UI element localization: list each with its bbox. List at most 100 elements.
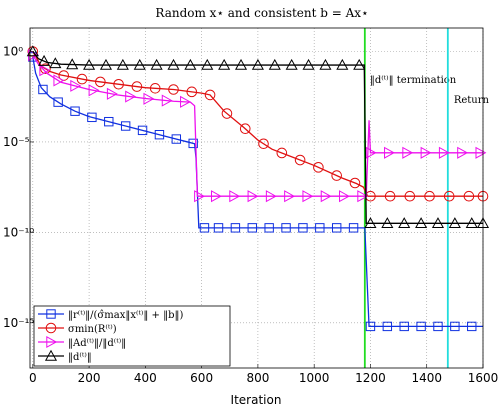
data-point: [364, 217, 377, 229]
data-point: [264, 223, 274, 233]
y-tick-label: 10⁰: [3, 45, 23, 59]
series-2: [27, 46, 489, 202]
series-line: [32, 51, 483, 197]
data-point: [281, 223, 291, 233]
data-point: [229, 190, 241, 203]
y-tick-label: 10⁻¹⁰: [3, 225, 34, 239]
data-point: [450, 321, 460, 332]
data-point: [88, 84, 100, 97]
x-tick-label: 800: [246, 371, 269, 385]
data-point: [221, 108, 233, 119]
data-point: [194, 190, 206, 203]
data-point: [448, 217, 461, 229]
data-point: [184, 58, 197, 70]
data-point: [38, 54, 51, 66]
series-line: [32, 51, 483, 224]
data-point: [353, 58, 366, 70]
data-point: [188, 138, 198, 149]
data-point: [149, 83, 161, 94]
data-point: [265, 190, 277, 203]
data-point: [106, 87, 118, 100]
legend-label: ‖r⁽ᵗ⁾‖/(σ̂max‖x⁽ᵗ⁾‖ + ‖b‖): [68, 310, 183, 321]
data-point: [431, 217, 445, 229]
data-point: [95, 76, 106, 88]
data-point: [463, 190, 475, 202]
data-point: [475, 146, 487, 159]
x-tick-label: 400: [134, 371, 157, 385]
data-point: [416, 321, 426, 332]
legend-item: ‖d⁽ᵗ⁾‖: [38, 349, 92, 363]
vertical-line-label: Return: [454, 95, 490, 106]
x-tick-label: 1200: [355, 371, 386, 385]
data-point: [201, 58, 214, 70]
data-point: [302, 58, 315, 70]
x-tick-label: 1600: [468, 371, 498, 385]
y-axis-ticks: 10⁰ 10⁻⁵ 10⁻¹⁰ 10⁻¹⁵: [3, 45, 34, 330]
legend-swatch-marker: [45, 322, 57, 334]
data-point: [154, 130, 165, 140]
data-point: [302, 190, 314, 203]
legend-swatch-marker: [44, 349, 58, 361]
x-axis-ticks: 0 200 400 600 800 1000 1200 1400 1600: [29, 364, 498, 385]
series-3: [28, 49, 487, 203]
data-point: [171, 134, 182, 144]
data-point: [125, 90, 137, 103]
data-point: [87, 112, 97, 123]
data-point: [315, 223, 325, 233]
x-tick-label: 1000: [299, 371, 330, 385]
data-point: [161, 94, 173, 107]
data-point: [104, 116, 114, 127]
data-point: [465, 217, 478, 229]
data-point: [404, 190, 416, 202]
data-point: [70, 106, 80, 116]
data-point: [438, 146, 450, 159]
y-tick-label: 10⁻¹⁵: [3, 316, 34, 330]
data-point: [143, 92, 155, 105]
data-point: [116, 58, 129, 70]
data-point: [70, 79, 82, 92]
data-point: [247, 223, 257, 233]
data-point: [331, 223, 342, 233]
data-point: [150, 58, 163, 70]
x-tick-label: 1400: [411, 371, 442, 385]
data-point: [131, 81, 143, 92]
series-1: [28, 52, 483, 332]
data-point: [402, 146, 414, 159]
data-point: [399, 321, 409, 332]
data-point: [247, 190, 259, 203]
x-tick-label: 0: [29, 371, 37, 385]
data-point: [336, 58, 349, 70]
legend-item: σmin(R⁽ᵗ⁾): [38, 322, 117, 335]
data-point: [313, 162, 324, 173]
x-tick-label: 600: [190, 371, 213, 385]
data-point: [99, 58, 113, 70]
legend-item: ‖Ad⁽ᵗ⁾‖/‖d⁽ᵗ⁾‖: [38, 335, 126, 349]
x-axis-label: Iteration: [231, 393, 282, 407]
x-tick-label: 200: [78, 371, 101, 385]
data-point: [415, 217, 428, 229]
data-point: [137, 125, 148, 136]
data-point: [53, 74, 65, 87]
series-group: [26, 45, 490, 332]
data-point: [276, 147, 288, 159]
data-point: [284, 190, 296, 203]
legend: ‖r⁽ᵗ⁾‖/(σ̂max‖x⁽ᵗ⁾‖ + ‖b‖) σmin(R⁽ᵗ⁾) ‖Ad⁽…: [33, 305, 231, 367]
data-point: [268, 58, 281, 70]
data-point: [234, 58, 248, 70]
data-point: [167, 58, 180, 70]
data-point: [424, 190, 435, 202]
data-point: [211, 190, 222, 203]
data-point: [384, 146, 395, 159]
data-point: [133, 58, 146, 70]
legend-label: σmin(R⁽ᵗ⁾): [68, 324, 117, 335]
chart-title: Random x⋆ and consistent b = Ax⋆: [155, 6, 368, 20]
data-point: [180, 95, 191, 108]
data-point: [204, 89, 216, 101]
data-point: [199, 223, 210, 233]
data-point: [53, 97, 63, 107]
data-point: [168, 84, 179, 95]
data-point: [298, 223, 308, 233]
data-point: [218, 58, 231, 70]
data-point: [230, 223, 241, 233]
